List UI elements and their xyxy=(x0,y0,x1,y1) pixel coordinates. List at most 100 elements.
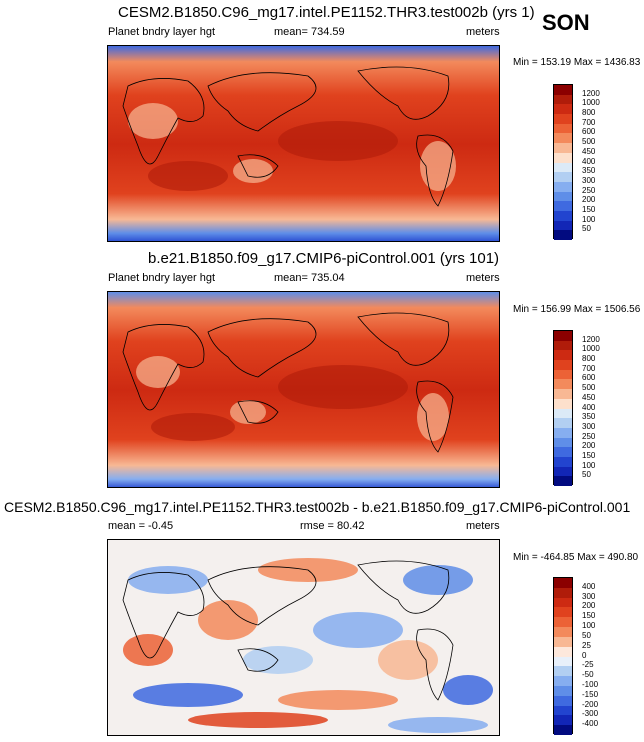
colorbar-swatch xyxy=(554,191,572,202)
panel1-map xyxy=(107,45,500,242)
colorbar-swatch xyxy=(554,705,572,716)
colorbar-tick-label: 150 xyxy=(582,611,596,621)
panel2-colorbar xyxy=(553,330,573,486)
colorbar-swatch xyxy=(554,656,572,667)
panel2-variable: Planet bndry layer hgt xyxy=(108,272,216,284)
colorbar-tick-label: 800 xyxy=(582,354,596,364)
colorbar-tick-label: -400 xyxy=(582,719,599,729)
colorbar-tick-label: 200 xyxy=(582,601,596,611)
colorbar-swatch xyxy=(554,340,572,351)
panel1-title: CESM2.B1850.C96_mg17.intel.PE1152.THR3.t… xyxy=(118,4,535,21)
panel1-units: meters xyxy=(466,26,500,38)
colorbar-tick-label: 50 xyxy=(582,470,591,480)
colorbar-tick-label: 450 xyxy=(582,146,596,156)
colorbar-tick-label: 1000 xyxy=(582,344,600,354)
colorbar-tick-label: 400 xyxy=(582,156,596,166)
panel3-title: CESM2.B1850.C96_mg17.intel.PE1152.THR3.t… xyxy=(4,499,631,515)
colorbar-swatch xyxy=(554,597,572,608)
colorbar-tick-label: 200 xyxy=(582,195,596,205)
panel2-mean: mean= 735.04 xyxy=(274,272,345,284)
panel3-minmax: Min = -464.85 Max = 490.80 xyxy=(513,552,639,563)
panel2-minmax: Min = 156.99 Max = 1506.56 xyxy=(513,304,641,315)
colorbar-swatch xyxy=(554,398,572,409)
colorbar-swatch xyxy=(554,104,572,115)
colorbar-swatch xyxy=(554,587,572,598)
colorbar-swatch xyxy=(554,456,572,467)
colorbar-tick-label: -25 xyxy=(582,660,594,670)
panel3-mean: mean = -0.45 xyxy=(108,520,174,532)
colorbar-swatch xyxy=(554,123,572,134)
colorbar-swatch xyxy=(554,133,572,144)
colorbar-swatch xyxy=(554,143,572,153)
colorbar-swatch xyxy=(554,685,572,696)
colorbar-tick-label: 800 xyxy=(582,108,596,118)
colorbar-swatch xyxy=(554,162,572,173)
colorbar-swatch xyxy=(554,172,572,182)
colorbar-tick-label: 600 xyxy=(582,127,596,137)
colorbar-tick-label: 350 xyxy=(582,412,596,422)
colorbar-swatch xyxy=(554,666,572,677)
colorbar-tick-label: 150 xyxy=(582,204,596,214)
colorbar-swatch xyxy=(554,389,572,399)
colorbar-tick-label: 100 xyxy=(582,621,596,631)
panel1-colorbar xyxy=(553,84,573,240)
colorbar-swatch xyxy=(554,427,572,438)
colorbar-tick-label: -300 xyxy=(582,709,599,719)
colorbar-tick-label: 200 xyxy=(582,441,596,451)
colorbar-swatch xyxy=(554,715,572,726)
colorbar-tick-label: -200 xyxy=(582,699,599,709)
colorbar-tick-label: 50 xyxy=(582,224,591,234)
colorbar-swatch xyxy=(554,379,572,390)
colorbar-swatch xyxy=(554,230,572,240)
colorbar-swatch xyxy=(554,646,572,657)
colorbar-swatch xyxy=(554,94,572,105)
colorbar-tick-label: 500 xyxy=(582,137,596,147)
colorbar-swatch xyxy=(554,617,572,628)
panel1-mean: mean= 734.59 xyxy=(274,26,345,38)
colorbar-tick-label: 400 xyxy=(582,581,596,591)
colorbar-swatch xyxy=(554,607,572,618)
panel2-title: b.e21.B1850.f09_g17.CMIP6-piControl.001 … xyxy=(148,250,500,267)
colorbar-tick-label: 700 xyxy=(582,363,596,373)
colorbar-swatch xyxy=(554,466,572,477)
colorbar-swatch xyxy=(554,350,572,361)
colorbar-tick-label: 150 xyxy=(582,450,596,460)
season-label: SON xyxy=(542,10,590,35)
colorbar-tick-label: 450 xyxy=(582,392,596,402)
panel3-rmse: rmse = 80.42 xyxy=(300,520,365,532)
colorbar-swatch xyxy=(554,437,572,448)
colorbar-swatch xyxy=(554,578,572,588)
colorbar-tick-label: 1000 xyxy=(582,98,600,108)
colorbar-tick-label: 1200 xyxy=(582,334,600,344)
colorbar-swatch xyxy=(554,695,572,706)
panel3-map xyxy=(107,539,500,736)
colorbar-swatch xyxy=(554,210,572,221)
colorbar-tick-label: 100 xyxy=(582,214,596,224)
colorbar-swatch xyxy=(554,476,572,486)
colorbar-swatch xyxy=(554,725,572,735)
colorbar-tick-label: 300 xyxy=(582,175,596,185)
colorbar-swatch xyxy=(554,220,572,231)
colorbar-tick-label: 25 xyxy=(582,640,591,650)
colorbar-swatch xyxy=(554,201,572,211)
colorbar-tick-label: 250 xyxy=(582,185,596,195)
colorbar-tick-label: -100 xyxy=(582,679,599,689)
colorbar-tick-label: 1200 xyxy=(582,88,600,98)
colorbar-swatch xyxy=(554,360,572,370)
colorbar-swatch xyxy=(554,408,572,419)
colorbar-tick-label: 700 xyxy=(582,117,596,127)
panel1-variable: Planet bndry layer hgt xyxy=(108,26,216,38)
colorbar-swatch xyxy=(554,369,572,380)
colorbar-tick-label: -150 xyxy=(582,689,599,699)
colorbar-tick-label: 300 xyxy=(582,421,596,431)
colorbar-tick-label: 100 xyxy=(582,460,596,470)
panel3-colorbar xyxy=(553,577,573,735)
colorbar-tick-label: 400 xyxy=(582,402,596,412)
colorbar-swatch xyxy=(554,114,572,124)
colorbar-tick-label: 300 xyxy=(582,591,596,601)
colorbar-swatch xyxy=(554,636,572,647)
panel2-units: meters xyxy=(466,272,500,284)
colorbar-tick-label: 600 xyxy=(582,373,596,383)
colorbar-swatch xyxy=(554,181,572,192)
colorbar-tick-label: 50 xyxy=(582,630,591,640)
